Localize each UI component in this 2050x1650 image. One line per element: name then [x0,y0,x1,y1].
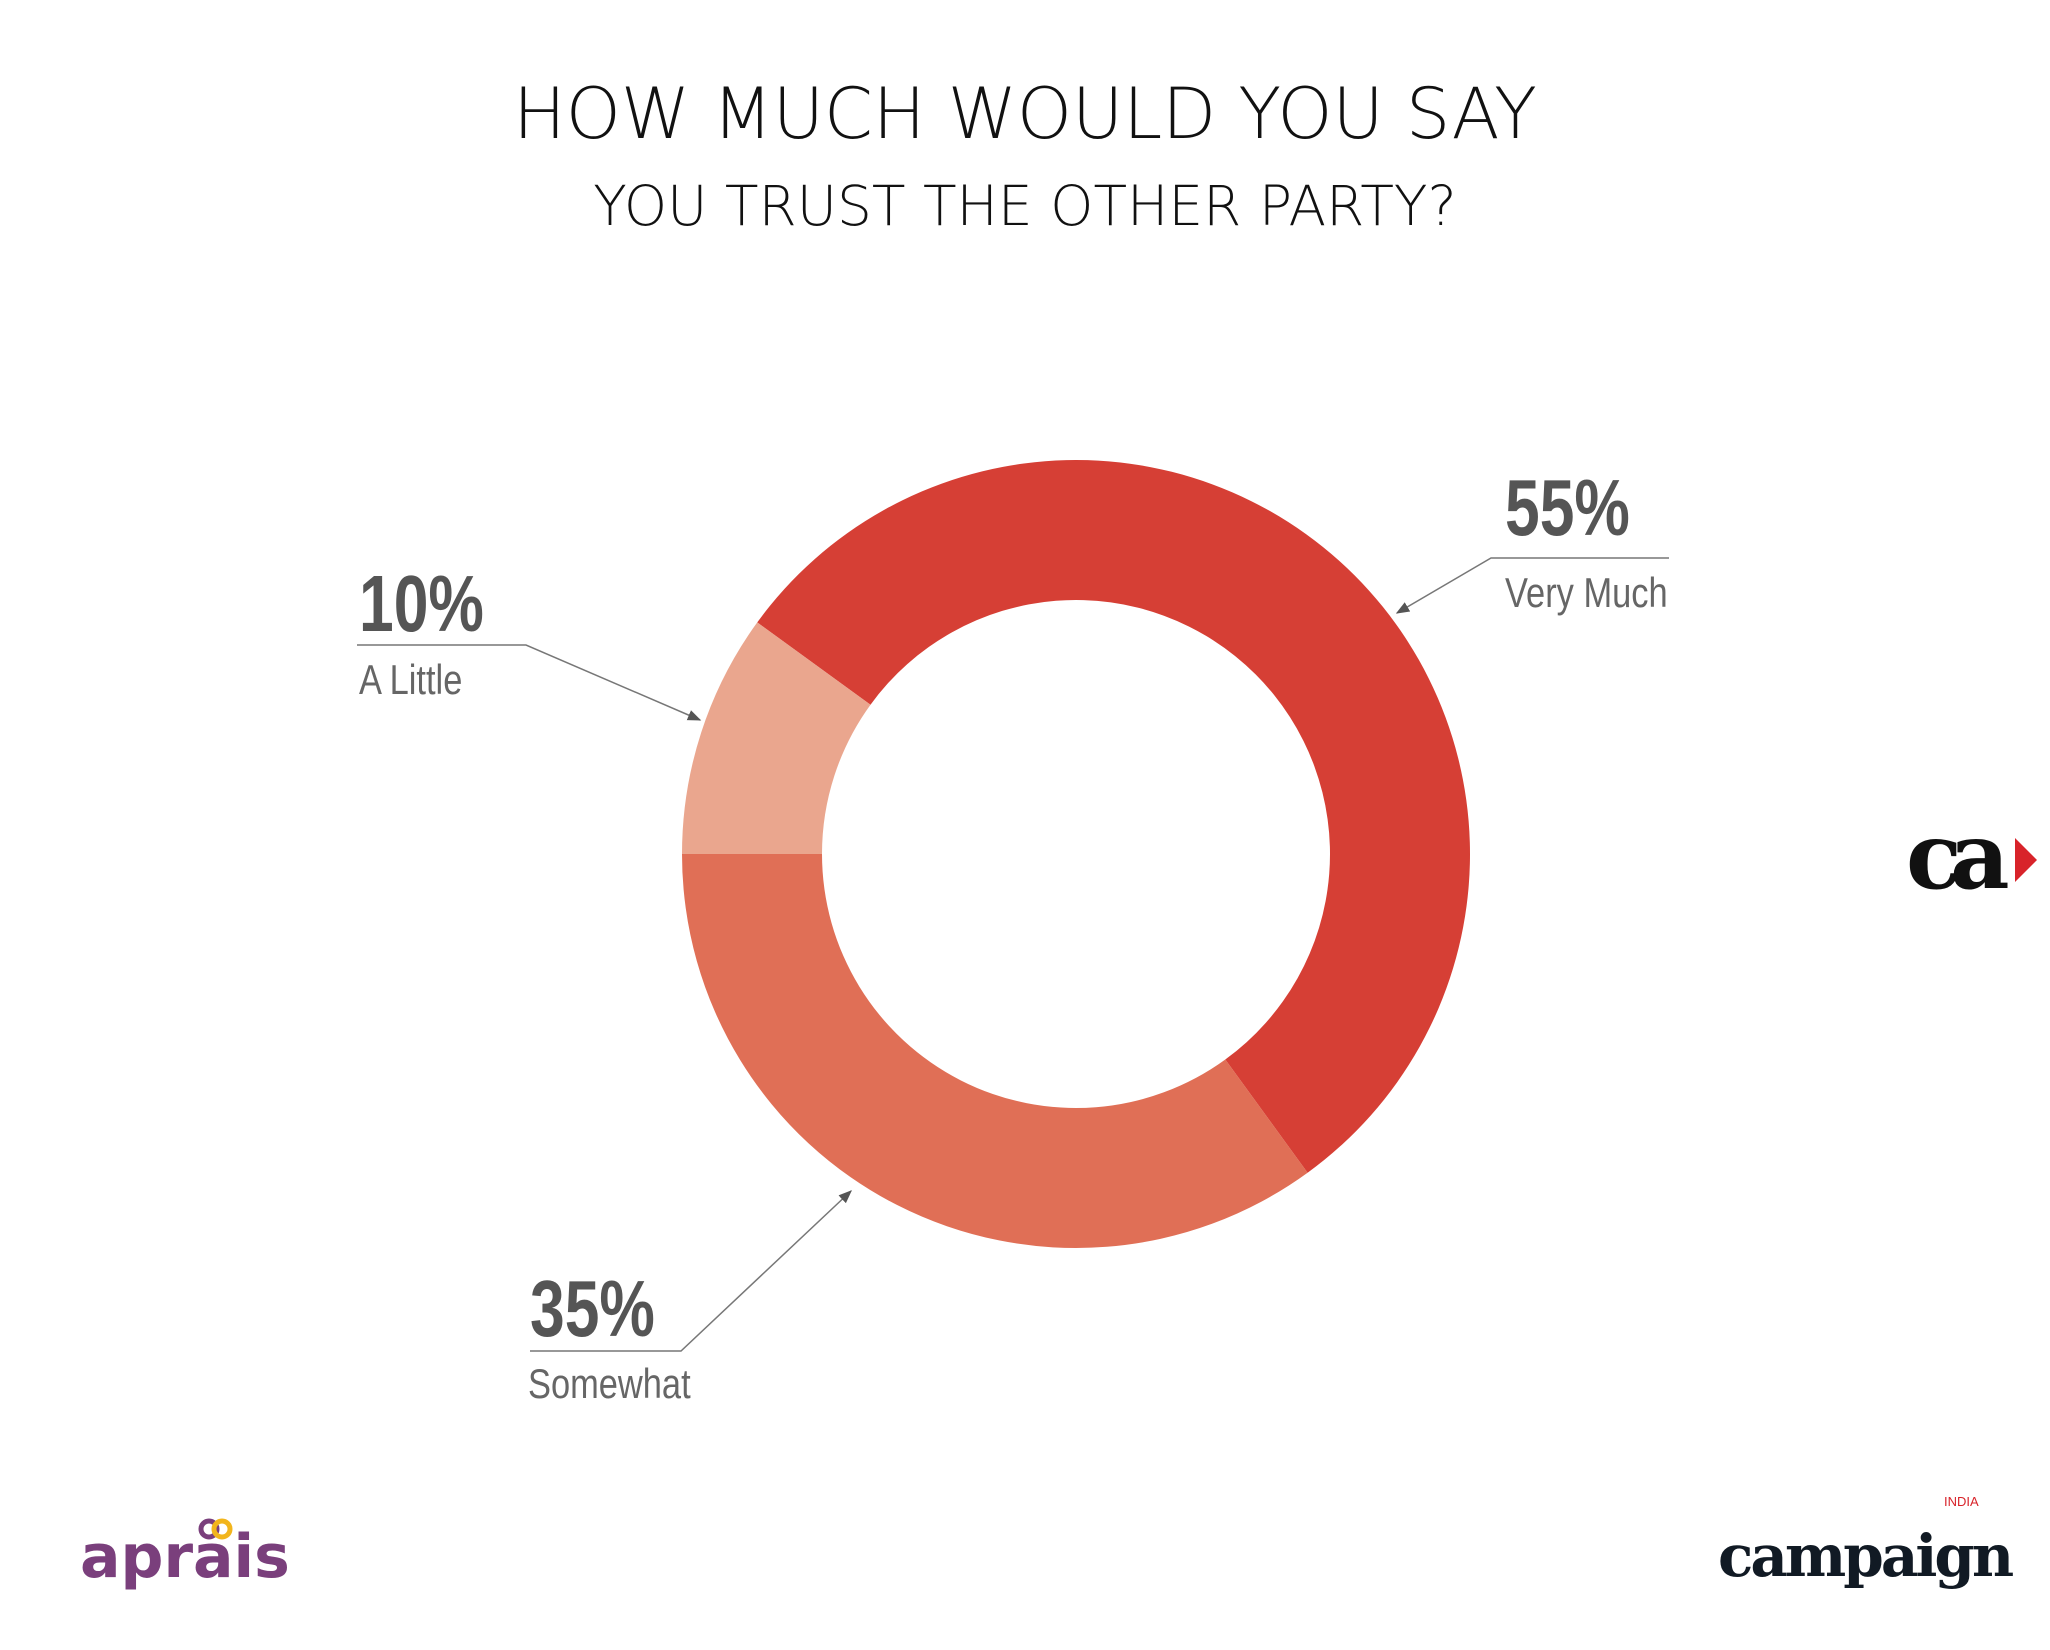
data-label-a-little: A Little [359,657,462,704]
campaign-logo-tag: INDIA [1944,1494,1979,1509]
leader-line-very-much [1395,557,1669,614]
label-a-little: 10% A Little [357,560,702,721]
data-label-a-little-pct: 10% [359,560,484,649]
aprais-logo-text: aprais [80,1522,290,1592]
donut-slice-a-little [682,622,871,854]
aprais-ring-gold-icon [211,1518,233,1540]
data-label-very-much-pct: 55% [1505,464,1630,553]
ca-logo-triangle-icon [2015,838,2037,882]
label-somewhat: 35% Somewhat [528,1190,852,1408]
donut-slice-somewhat [682,854,1308,1248]
aprais-ring-purple-icon [198,1518,220,1540]
ca-logo-text: ca [1906,802,2008,910]
ca-logo: ca [1906,802,2037,910]
aprais-logo: aprais [80,1518,290,1592]
chart-title: HOW MUCH WOULD YOU SAY [513,73,1537,155]
campaign-logo-text: campaign [1718,1522,2013,1590]
data-label-very-much: Very Much [1505,570,1668,617]
data-label-somewhat-pct: 35% [530,1265,655,1354]
leader-line-a-little [357,644,702,721]
data-label-somewhat: Somewhat [528,1361,691,1408]
donut-slice-very-much [757,460,1470,1173]
campaign-logo: campaign INDIA [1718,1494,2016,1590]
chart-subtitle: YOU TRUST THE OTHER PARTY? [593,174,1456,238]
donut-slices [682,460,1470,1248]
leader-line-somewhat [530,1190,852,1352]
label-very-much: 55% Very Much [1395,464,1669,617]
